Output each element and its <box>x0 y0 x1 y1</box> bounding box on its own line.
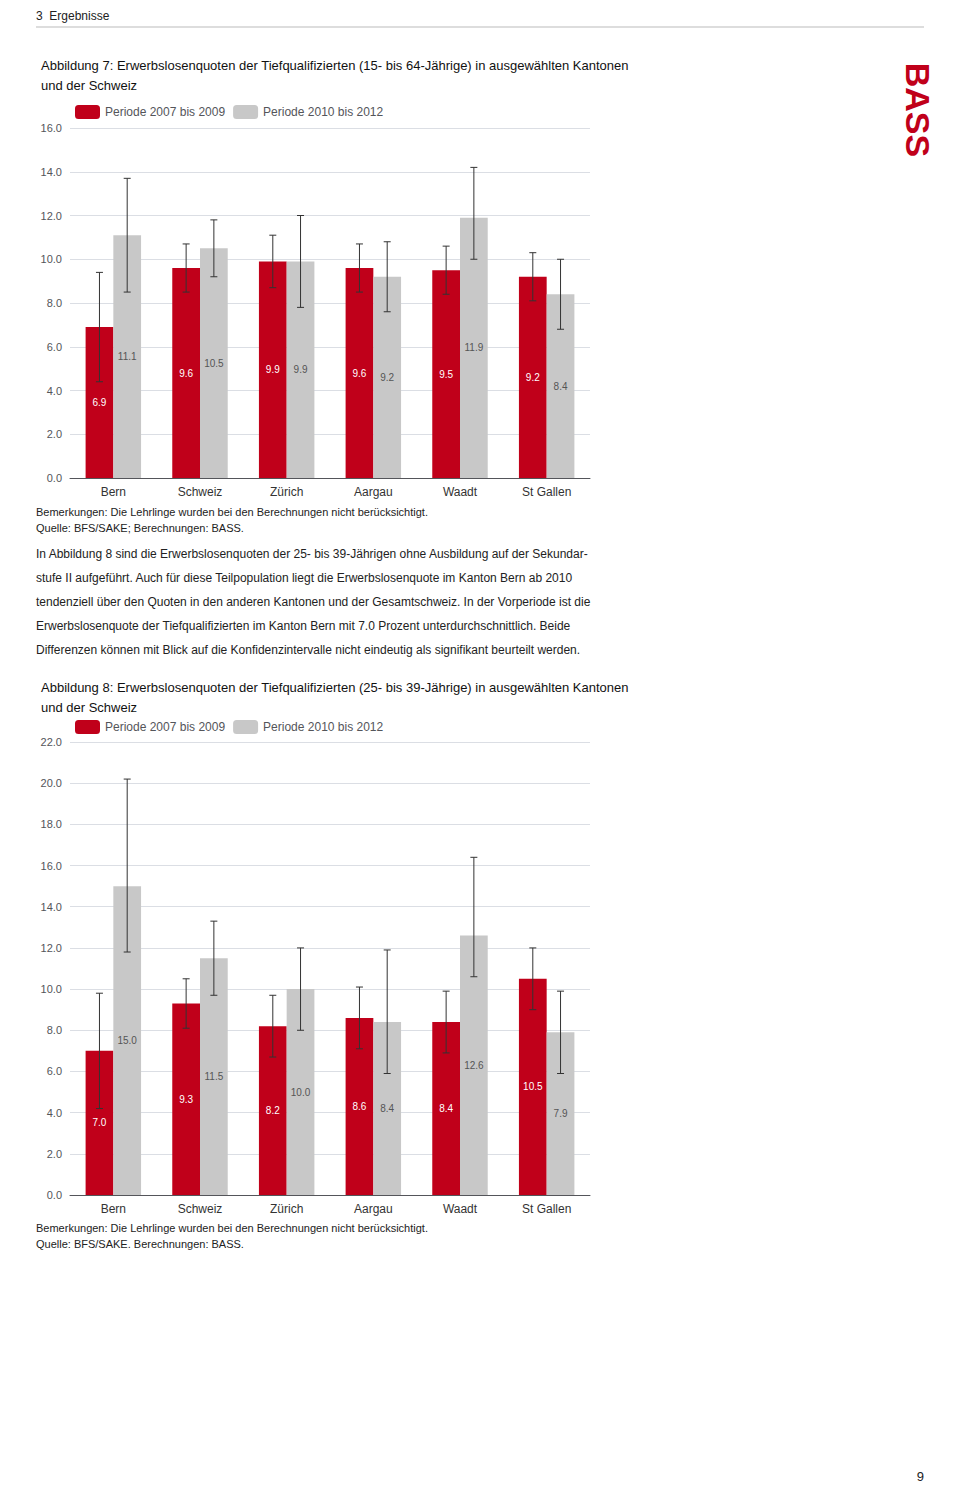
svg-text:Aargau: Aargau <box>354 1202 393 1216</box>
svg-text:9.3: 9.3 <box>179 1094 193 1105</box>
svg-text:15.0: 15.0 <box>117 1035 137 1046</box>
svg-text:Waadt: Waadt <box>443 1202 478 1216</box>
svg-text:In Abbildung 8 sind die Erwerb: In Abbildung 8 sind die Erwerbslosenquot… <box>36 547 588 561</box>
svg-text:9.6: 9.6 <box>179 368 193 379</box>
svg-text:8.0: 8.0 <box>47 297 62 309</box>
svg-text:22.0: 22.0 <box>41 736 62 748</box>
svg-text:Quelle: BFS/SAKE; Berechnungen: Quelle: BFS/SAKE; Berechnungen: BASS. <box>36 522 244 534</box>
svg-text:Quelle: BFS/SAKE. Berechnungen: Quelle: BFS/SAKE. Berechnungen: BASS. <box>36 1238 244 1250</box>
svg-text:9.9: 9.9 <box>266 364 280 375</box>
svg-text:12.0: 12.0 <box>41 210 62 222</box>
svg-text:11.5: 11.5 <box>204 1071 223 1082</box>
svg-text:11.1: 11.1 <box>118 351 137 362</box>
svg-text:4.0: 4.0 <box>47 1107 62 1119</box>
svg-text:Periode 2007 bis 2009: Periode 2007 bis 2009 <box>105 720 225 734</box>
svg-text:10.5: 10.5 <box>523 1081 543 1092</box>
svg-text:Schweiz: Schweiz <box>178 1202 223 1216</box>
svg-text:Periode 2010 bis 2012: Periode 2010 bis 2012 <box>263 720 383 734</box>
svg-text:Abbildung 8: Erwerbslosenquote: Abbildung 8: Erwerbslosenquoten der Tief… <box>41 680 629 695</box>
svg-text:2.0: 2.0 <box>47 428 62 440</box>
svg-text:Bern: Bern <box>101 485 126 499</box>
svg-text:0.0: 0.0 <box>47 472 62 484</box>
svg-text:8.4: 8.4 <box>439 1103 453 1114</box>
svg-text:11.9: 11.9 <box>464 342 483 353</box>
svg-text:16.0: 16.0 <box>41 122 62 134</box>
svg-text:Waadt: Waadt <box>443 485 478 499</box>
svg-text:9.2: 9.2 <box>380 372 394 383</box>
svg-text:stufe II aufgeführt. Auch für: stufe II aufgeführt. Auch für diese Teil… <box>36 571 572 585</box>
svg-text:10.0: 10.0 <box>291 1087 311 1098</box>
svg-text:6.0: 6.0 <box>47 341 62 353</box>
svg-text:Periode 2010 bis 2012: Periode 2010 bis 2012 <box>263 105 383 119</box>
svg-text:tendenziell über den Quoten in: tendenziell über den Quoten in den ander… <box>36 595 591 609</box>
svg-text:8.4: 8.4 <box>554 381 568 392</box>
svg-text:8.2: 8.2 <box>266 1105 280 1116</box>
svg-text:9.9: 9.9 <box>294 364 308 375</box>
svg-text:12.0: 12.0 <box>41 942 62 954</box>
svg-text:Bemerkungen: Die Lehrlinge wur: Bemerkungen: Die Lehrlinge wurden bei de… <box>36 1222 428 1234</box>
svg-text:Erwerbslosenquote der Tiefqual: Erwerbslosenquote der Tiefqualifizierten… <box>36 619 571 633</box>
svg-text:9.5: 9.5 <box>439 369 453 380</box>
svg-text:Zürich: Zürich <box>270 1202 303 1216</box>
svg-text:8.6: 8.6 <box>353 1101 367 1112</box>
svg-text:BASS: BASS <box>899 63 937 157</box>
svg-text:18.0: 18.0 <box>41 818 62 830</box>
svg-text:St Gallen: St Gallen <box>522 485 571 499</box>
svg-text:und der Schweiz: und der Schweiz <box>41 78 137 93</box>
svg-text:und der Schweiz: und der Schweiz <box>41 700 137 715</box>
svg-text:6.0: 6.0 <box>47 1065 62 1077</box>
svg-text:3 Ergebnisse: 3 Ergebnisse <box>36 9 110 23</box>
svg-text:12.6: 12.6 <box>464 1060 484 1071</box>
svg-text:Differenzen können mit Blick a: Differenzen können mit Blick auf die Kon… <box>36 643 580 657</box>
svg-text:7.9: 7.9 <box>554 1108 568 1119</box>
svg-text:16.0: 16.0 <box>41 860 62 872</box>
svg-text:8.0: 8.0 <box>47 1024 62 1036</box>
svg-text:7.0: 7.0 <box>93 1117 107 1128</box>
svg-text:Schweiz: Schweiz <box>178 485 223 499</box>
svg-text:Periode 2007 bis 2009: Periode 2007 bis 2009 <box>105 105 225 119</box>
svg-text:14.0: 14.0 <box>41 901 62 913</box>
svg-text:9.6: 9.6 <box>353 368 367 379</box>
svg-text:9.2: 9.2 <box>526 372 540 383</box>
svg-text:Bern: Bern <box>101 1202 126 1216</box>
svg-text:20.0: 20.0 <box>41 777 62 789</box>
svg-text:Zürich: Zürich <box>270 485 303 499</box>
svg-text:Abbildung 7: Erwerbslosenquote: Abbildung 7: Erwerbslosenquoten der Tief… <box>41 58 629 73</box>
svg-text:Bemerkungen: Die Lehrlinge wur: Bemerkungen: Die Lehrlinge wurden bei de… <box>36 506 428 518</box>
svg-text:14.0: 14.0 <box>41 166 62 178</box>
svg-text:St Gallen: St Gallen <box>522 1202 571 1216</box>
svg-text:9: 9 <box>917 1469 924 1484</box>
svg-text:6.9: 6.9 <box>93 397 107 408</box>
svg-text:10.0: 10.0 <box>41 253 62 265</box>
svg-text:10.5: 10.5 <box>204 358 224 369</box>
svg-text:Aargau: Aargau <box>354 485 393 499</box>
svg-text:4.0: 4.0 <box>47 385 62 397</box>
svg-text:10.0: 10.0 <box>41 983 62 995</box>
svg-text:0.0: 0.0 <box>47 1189 62 1201</box>
svg-text:2.0: 2.0 <box>47 1148 62 1160</box>
svg-text:8.4: 8.4 <box>380 1103 394 1114</box>
